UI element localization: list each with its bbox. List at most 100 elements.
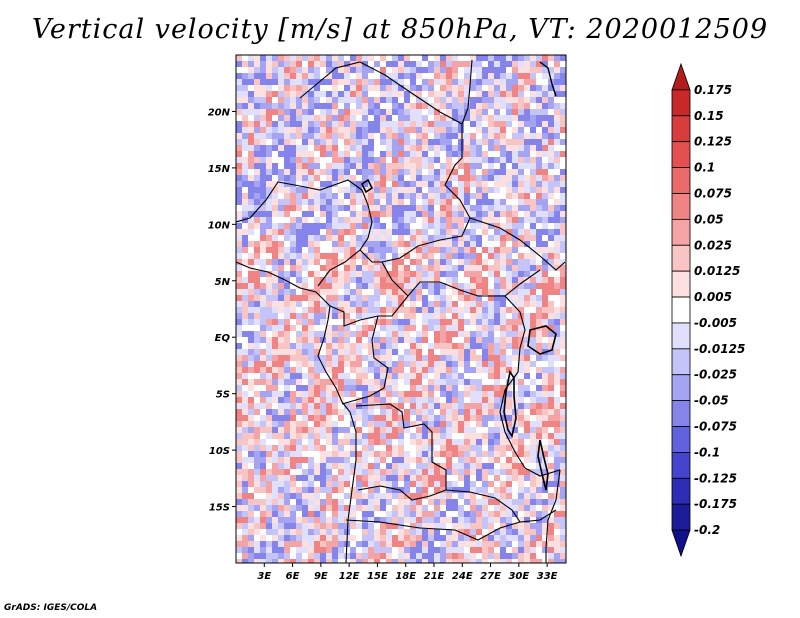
field-cell bbox=[536, 127, 542, 133]
field-cell bbox=[536, 241, 542, 247]
field-cell bbox=[248, 403, 254, 409]
field-cell bbox=[302, 277, 308, 283]
field-cell bbox=[278, 439, 284, 445]
field-cell bbox=[296, 391, 302, 397]
field-cell bbox=[452, 295, 458, 301]
field-cell bbox=[284, 85, 290, 91]
field-cell bbox=[416, 397, 422, 403]
field-cell bbox=[542, 55, 548, 61]
field-cell bbox=[434, 385, 440, 391]
field-cell bbox=[272, 133, 278, 139]
field-cell bbox=[314, 553, 320, 559]
field-cell bbox=[530, 547, 536, 553]
field-cell bbox=[512, 307, 518, 313]
field-cell bbox=[506, 547, 512, 553]
field-cell bbox=[512, 127, 518, 133]
field-cell bbox=[524, 475, 530, 481]
field-cell bbox=[494, 421, 500, 427]
field-cell bbox=[458, 307, 464, 313]
field-cell bbox=[308, 445, 314, 451]
field-cell bbox=[416, 229, 422, 235]
field-cell bbox=[236, 151, 242, 157]
field-cell bbox=[242, 163, 248, 169]
field-cell bbox=[338, 127, 344, 133]
field-cell bbox=[302, 319, 308, 325]
field-cell bbox=[404, 535, 410, 541]
field-cell bbox=[482, 187, 488, 193]
field-cell bbox=[494, 535, 500, 541]
field-cell bbox=[338, 121, 344, 127]
field-cell bbox=[380, 193, 386, 199]
field-cell bbox=[488, 61, 494, 67]
field-cell bbox=[458, 331, 464, 337]
field-cell bbox=[410, 151, 416, 157]
field-cell bbox=[506, 355, 512, 361]
field-cell bbox=[494, 403, 500, 409]
field-cell bbox=[314, 85, 320, 91]
field-cell bbox=[260, 199, 266, 205]
field-cell bbox=[506, 229, 512, 235]
field-cell bbox=[488, 493, 494, 499]
field-cell bbox=[308, 61, 314, 67]
field-cell bbox=[332, 85, 338, 91]
field-cell bbox=[434, 247, 440, 253]
field-cell bbox=[548, 229, 554, 235]
field-cell bbox=[242, 325, 248, 331]
field-cell bbox=[542, 181, 548, 187]
field-cell bbox=[470, 331, 476, 337]
field-cell bbox=[476, 409, 482, 415]
field-cell bbox=[308, 73, 314, 79]
field-cell bbox=[458, 133, 464, 139]
field-cell bbox=[248, 457, 254, 463]
field-cell bbox=[386, 199, 392, 205]
field-cell bbox=[452, 547, 458, 553]
field-cell bbox=[464, 415, 470, 421]
field-cell bbox=[494, 295, 500, 301]
field-cell bbox=[458, 103, 464, 109]
field-cell bbox=[290, 61, 296, 67]
field-cell bbox=[362, 151, 368, 157]
field-cell bbox=[518, 115, 524, 121]
field-cell bbox=[392, 67, 398, 73]
field-cell bbox=[236, 85, 242, 91]
field-cell bbox=[476, 499, 482, 505]
field-cell bbox=[470, 541, 476, 547]
field-cell bbox=[464, 181, 470, 187]
field-cell bbox=[524, 367, 530, 373]
field-cell bbox=[422, 163, 428, 169]
field-cell bbox=[452, 409, 458, 415]
field-cell bbox=[272, 127, 278, 133]
field-cell bbox=[308, 325, 314, 331]
field-cell bbox=[320, 241, 326, 247]
field-cell bbox=[434, 505, 440, 511]
field-cell bbox=[482, 229, 488, 235]
field-cell bbox=[398, 325, 404, 331]
field-cell bbox=[260, 343, 266, 349]
field-cell bbox=[440, 241, 446, 247]
field-cell bbox=[320, 139, 326, 145]
field-cell bbox=[356, 163, 362, 169]
field-cell bbox=[416, 73, 422, 79]
border-east bbox=[499, 295, 561, 477]
field-cell bbox=[410, 127, 416, 133]
field-cell bbox=[272, 289, 278, 295]
field-cell bbox=[446, 415, 452, 421]
field-cell bbox=[416, 421, 422, 427]
field-cell bbox=[512, 427, 518, 433]
field-cell bbox=[422, 181, 428, 187]
field-cell bbox=[500, 355, 506, 361]
field-cell bbox=[272, 55, 278, 61]
field-cell bbox=[350, 97, 356, 103]
field-cell bbox=[326, 433, 332, 439]
field-cell bbox=[554, 463, 560, 469]
field-cell bbox=[500, 289, 506, 295]
field-cell bbox=[398, 91, 404, 97]
field-cell bbox=[518, 259, 524, 265]
field-cell bbox=[434, 199, 440, 205]
field-cell bbox=[248, 445, 254, 451]
field-cell bbox=[248, 169, 254, 175]
field-cell bbox=[272, 205, 278, 211]
field-cell bbox=[416, 415, 422, 421]
field-cell bbox=[350, 553, 356, 559]
field-cell bbox=[506, 469, 512, 475]
